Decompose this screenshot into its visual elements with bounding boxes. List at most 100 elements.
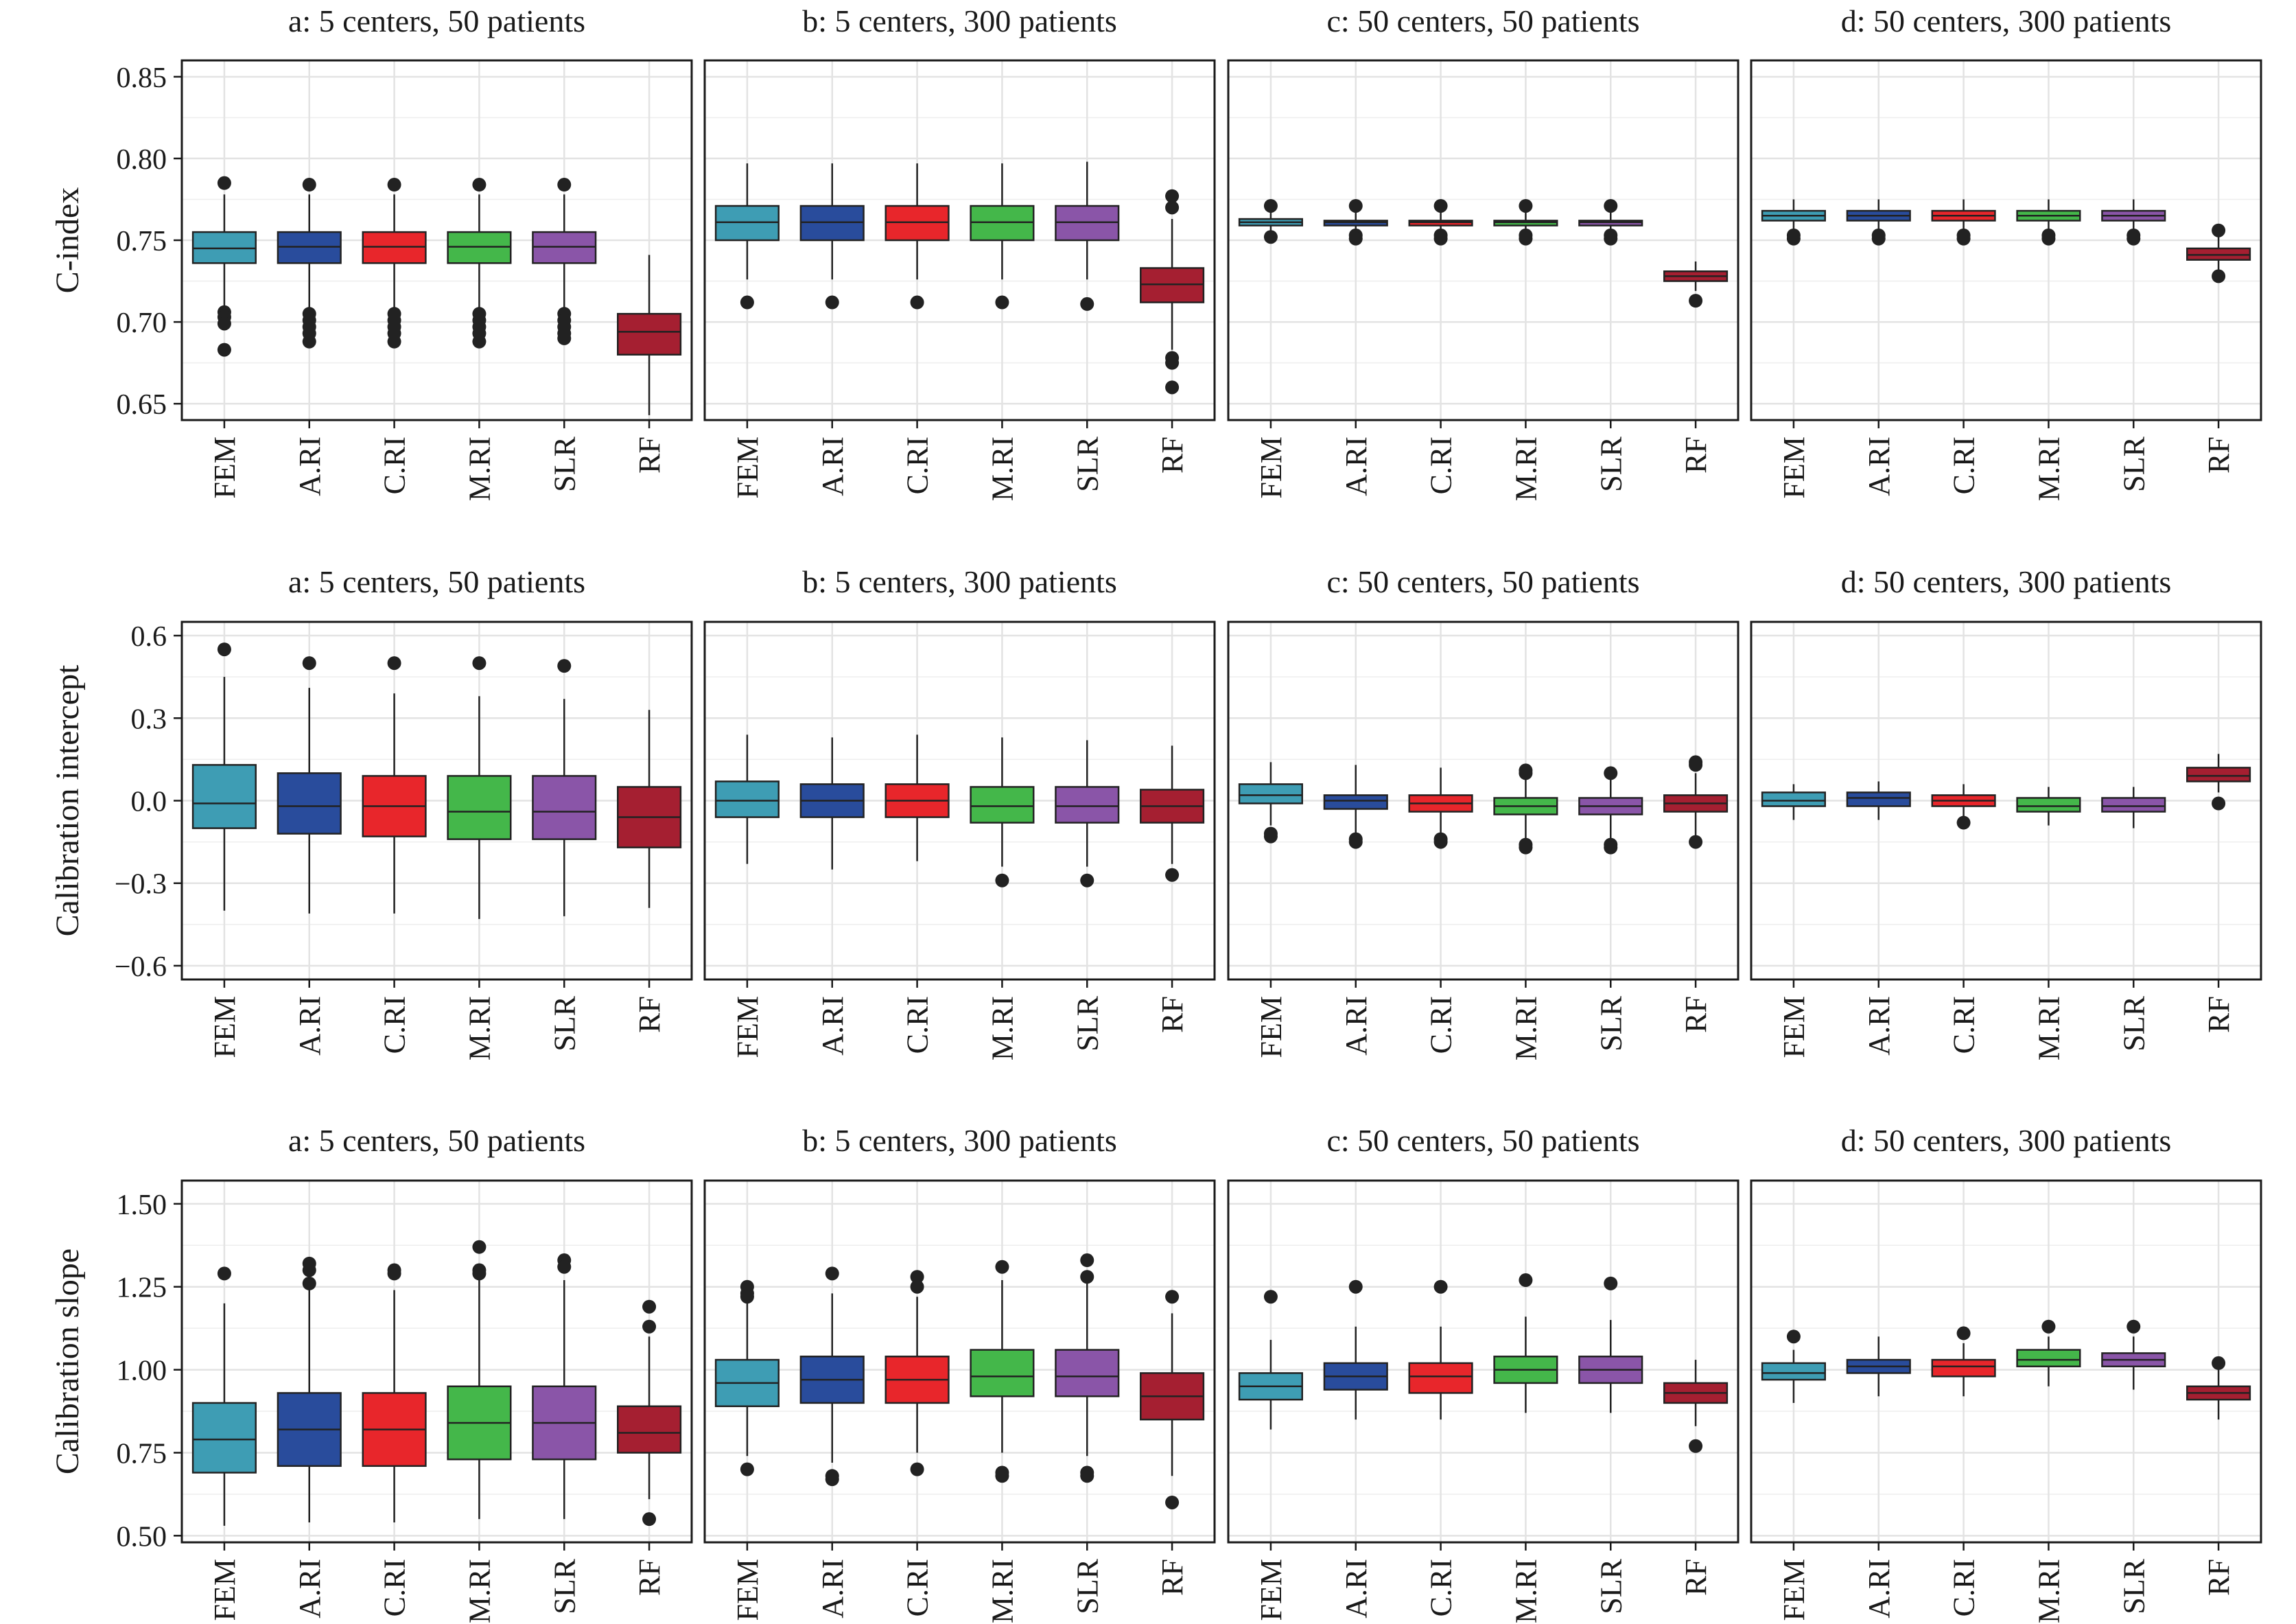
outlier-point (642, 1319, 657, 1334)
panel-border (1750, 620, 2262, 981)
box-iqr (1846, 791, 1911, 807)
outlier-point (1433, 835, 1448, 849)
box-fem (191, 642, 257, 911)
outlier-point (1348, 835, 1363, 849)
y-tick-label: −0.3 (115, 869, 167, 901)
box-mri (1493, 1273, 1558, 1413)
outlier-point (1263, 1290, 1278, 1304)
outlier-point (1689, 294, 1703, 308)
box-mri (970, 737, 1035, 888)
category-label: M.RI (462, 437, 496, 501)
outlier-point (1871, 231, 1886, 246)
box-ari (1323, 765, 1388, 849)
y-tick-label: 0.75 (117, 1438, 167, 1470)
box-ari (277, 1256, 342, 1522)
category-label: RF (1156, 1559, 1189, 1596)
outlier-point (302, 1263, 316, 1277)
panel-6: b: 5 centers, 300 patients FEM A.RI C.RI M.R… (703, 564, 1216, 1060)
box-mri (447, 656, 512, 919)
outlier-point (1689, 758, 1703, 772)
outlier-point (387, 334, 401, 349)
outlier-point (2127, 1319, 2141, 1334)
outlier-point (1433, 1279, 1448, 1294)
box-iqr (970, 1349, 1035, 1397)
outlier-point (1080, 1253, 1094, 1268)
box-ari (1846, 781, 1911, 820)
category-label: SLR (2117, 436, 2151, 491)
outlier-point (1956, 231, 1971, 246)
outlier-point (2127, 231, 2141, 246)
box-fem (714, 163, 780, 310)
box-cri (1931, 1326, 1996, 1397)
box-ari (1323, 1279, 1388, 1420)
box-ari (277, 178, 342, 349)
panel-title: c: 50 centers, 50 patients (1326, 1123, 1639, 1158)
box-mri (970, 163, 1035, 310)
category-label: M.RI (985, 437, 1019, 501)
panel-10: b: 5 centers, 300 patients FEM A.RI C.RI M.R… (703, 1123, 1216, 1623)
category-label: FEM (1777, 1559, 1811, 1621)
outlier-point (472, 656, 487, 671)
y-tick-label: 0.70 (117, 308, 167, 339)
outlier-point (1519, 198, 1533, 213)
category-label: A.RI (1862, 996, 1896, 1056)
category-label: RF (1679, 437, 1713, 474)
category-label: M.RI (2032, 996, 2065, 1060)
panel-title: b: 5 centers, 300 patients (802, 1123, 1117, 1158)
box-ari (799, 737, 865, 870)
outlier-point (217, 1266, 231, 1281)
outlier-point (1263, 829, 1278, 844)
outlier-point (1689, 1439, 1703, 1453)
panel-11: c: 50 centers, 50 patients FEM A.RI C.RI M.R… (1227, 1123, 1739, 1623)
panel-title: d: 50 centers, 300 patients (1841, 1123, 2172, 1158)
box-cri (362, 656, 427, 914)
box-ari (1846, 199, 1911, 246)
box-slr (1055, 1253, 1120, 1483)
panel-12: d: 50 centers, 300 patients FEM A.RI C.RI M.… (1750, 1123, 2262, 1623)
panel-title: a: 5 centers, 50 patients (288, 564, 585, 599)
panel-3: c: 50 centers, 50 patients FEM A.RI C.RI M.R… (1227, 3, 1739, 501)
box-iqr (191, 764, 257, 829)
category-label: FEM (1254, 996, 1288, 1058)
outlier-point (2041, 231, 2056, 246)
box-fem (191, 176, 257, 357)
box-cri (362, 1263, 427, 1522)
category-label: RF (1679, 996, 1713, 1033)
category-label: A.RI (1339, 437, 1373, 496)
box-rf (1663, 261, 1729, 308)
outlier-point (2212, 1356, 2226, 1370)
category-label: FEM (1254, 437, 1288, 498)
category-label: C.RI (1425, 437, 1458, 494)
outlier-point (1519, 766, 1533, 780)
box-ari (1323, 198, 1388, 246)
category-label: RF (1156, 437, 1189, 474)
box-rf (1140, 1290, 1205, 1509)
panel-border (703, 1179, 1216, 1544)
category-label: A.RI (1862, 437, 1896, 496)
panel-title: a: 5 centers, 50 patients (288, 1123, 585, 1158)
category-label: SLR (2117, 1558, 2151, 1614)
panel-title: c: 50 centers, 50 patients (1326, 3, 1639, 38)
panel-title: a: 5 centers, 50 patients (288, 3, 585, 38)
box-slr (1055, 161, 1120, 311)
box-cri (362, 178, 427, 349)
category-label: FEM (1254, 1559, 1288, 1621)
category-label: SLR (1070, 436, 1104, 491)
category-label: M.RI (1509, 437, 1543, 501)
box-rf (1663, 755, 1729, 849)
outlier-point (1348, 198, 1363, 213)
panel-border (703, 620, 1216, 981)
outlier-point (1689, 835, 1703, 849)
category-label: A.RI (293, 1559, 327, 1619)
box-iqr (1238, 783, 1303, 804)
category-label: FEM (731, 437, 764, 498)
category-label: M.RI (985, 1559, 1019, 1623)
outlier-point (740, 1462, 754, 1476)
outlier-point (557, 331, 572, 345)
box-slr (532, 178, 597, 345)
box-iqr (714, 780, 780, 818)
outlier-point (1604, 840, 1618, 855)
category-label: C.RI (378, 437, 412, 494)
category-label: C.RI (1425, 996, 1458, 1054)
category-label: FEM (1777, 996, 1811, 1058)
